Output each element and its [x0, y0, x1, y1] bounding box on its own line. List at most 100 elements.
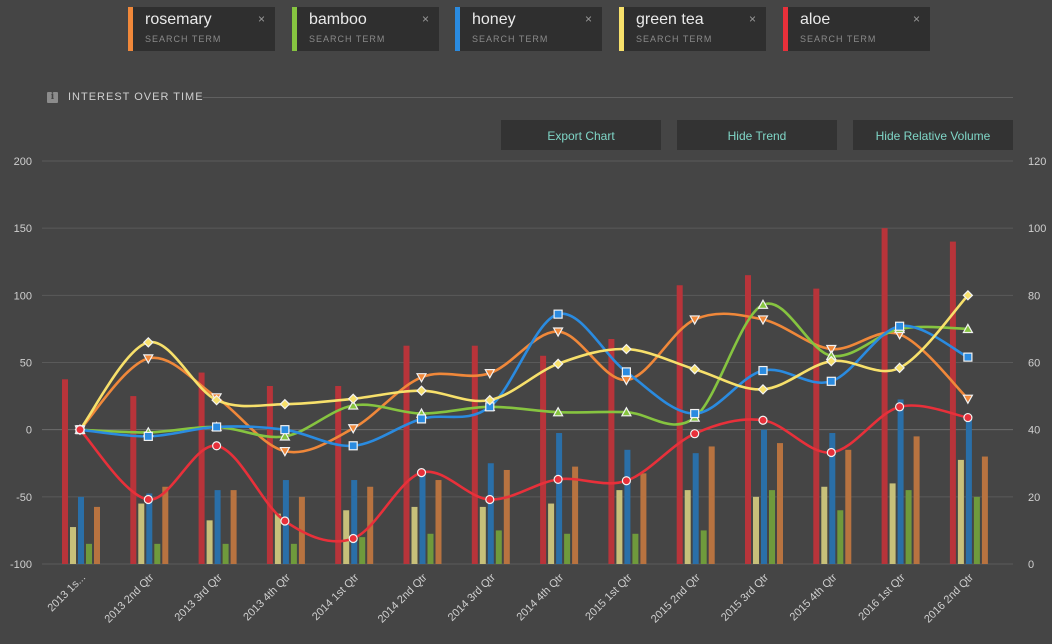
close-icon[interactable]: ×: [912, 12, 920, 26]
trend-point-green-tea: [416, 385, 427, 397]
volume-bar-green-tea: [957, 459, 964, 564]
trend-point-honey: [280, 425, 290, 435]
trend-point-rosemary: [142, 354, 154, 365]
y-right-tick-label: 80: [1028, 290, 1040, 302]
term-subtitle: SEARCH TERM: [309, 34, 386, 44]
trend-point-bamboo: [552, 406, 564, 417]
volume-bar-aloe: [403, 345, 410, 564]
y-right-tick-label: 120: [1028, 156, 1046, 168]
volume-bar-rosemary: [777, 443, 783, 564]
trend-point-honey: [621, 367, 632, 377]
volume-bar-honey: [351, 480, 358, 564]
search-term-honey[interactable]: honey SEARCH TERM ×: [455, 7, 602, 51]
trend-point-honey: [212, 422, 222, 432]
volume-bar-bamboo: [359, 537, 366, 564]
info-icon[interactable]: i: [47, 91, 58, 103]
hide-relative-volume-button[interactable]: Hide Relative Volume: [853, 120, 1013, 150]
trend-point-aloe: [826, 447, 836, 458]
close-icon[interactable]: ×: [748, 12, 756, 26]
search-term-rosemary[interactable]: rosemary SEARCH TERM ×: [128, 7, 275, 51]
volume-bar-aloe: [62, 379, 68, 564]
term-subtitle: SEARCH TERM: [472, 34, 549, 44]
y-left-tick-label: 50: [20, 358, 32, 370]
trend-point-aloe: [894, 402, 905, 412]
trend-point-green-tea: [279, 398, 291, 410]
volume-bar-aloe: [881, 228, 888, 564]
term-name: bamboo: [309, 11, 367, 28]
trend-point-honey: [826, 376, 836, 386]
trend-point-aloe: [758, 415, 768, 425]
close-icon[interactable]: ×: [257, 12, 265, 26]
volume-bar-rosemary: [640, 473, 647, 564]
volume-bar-bamboo: [905, 490, 912, 564]
volume-bar-bamboo: [837, 510, 844, 564]
volume-bar-bamboo: [769, 490, 775, 564]
x-tick-label: 2014 4th Qtr: [514, 571, 566, 623]
x-tick-label: 2013 1s...: [45, 572, 88, 615]
term-name: rosemary: [145, 11, 212, 28]
trend-point-rosemary: [347, 424, 359, 435]
volume-bar-bamboo: [427, 533, 434, 564]
search-term-aloe[interactable]: aloe SEARCH TERM ×: [783, 7, 930, 51]
volume-bar-rosemary: [503, 469, 510, 564]
trend-point-bamboo: [757, 299, 769, 309]
volume-bar-rosemary: [845, 449, 852, 564]
volume-bar-rosemary: [981, 456, 988, 564]
trend-point-aloe: [212, 441, 222, 451]
trend-point-green-tea: [621, 343, 632, 355]
volume-bar-green-tea: [138, 503, 145, 564]
term-name: honey: [472, 11, 516, 28]
trend-point-green-tea: [894, 362, 905, 374]
term-subtitle: SEARCH TERM: [145, 34, 222, 44]
trend-point-aloe: [553, 474, 563, 484]
trend-point-rosemary: [415, 373, 428, 384]
trend-point-rosemary: [484, 369, 496, 379]
volume-bar-honey: [146, 493, 153, 564]
volume-bar-rosemary: [162, 486, 169, 564]
trend-point-honey: [690, 408, 700, 419]
section-divider: [203, 97, 1013, 98]
volume-bar-bamboo: [222, 543, 229, 564]
volume-bar-aloe: [335, 386, 342, 564]
x-tick-label: 2014 1st Qtr: [310, 571, 362, 623]
term-name: aloe: [800, 11, 831, 28]
y-left-tick-label: 200: [14, 156, 32, 168]
trend-point-aloe: [416, 468, 427, 478]
search-term-green-tea[interactable]: green tea SEARCH TERM ×: [619, 7, 766, 51]
trend-point-bamboo: [279, 430, 291, 441]
y-right-tick-label: 0: [1028, 559, 1034, 571]
volume-bar-aloe: [608, 338, 615, 564]
hide-trend-button[interactable]: Hide Trend: [677, 120, 837, 150]
volume-bar-honey: [624, 449, 631, 564]
export-chart-button[interactable]: Export Chart: [501, 120, 661, 150]
x-tick-label: 2014 2nd Qtr: [376, 571, 430, 625]
trend-point-green-tea: [689, 363, 701, 375]
volume-bar-green-tea: [206, 520, 213, 564]
volume-bar-honey: [556, 433, 563, 564]
y-left-tick-label: 0: [26, 425, 32, 437]
volume-bar-honey: [419, 469, 426, 564]
volume-bar-green-tea: [684, 490, 691, 564]
term-name: green tea: [636, 11, 704, 28]
y-left-tick-label: -50: [16, 492, 32, 504]
search-term-bamboo[interactable]: bamboo SEARCH TERM ×: [292, 7, 439, 51]
volume-bar-green-tea: [343, 510, 350, 564]
volume-bar-aloe: [949, 241, 956, 564]
trend-line-bamboo: [79, 302, 968, 439]
trend-point-aloe: [621, 476, 632, 486]
trend-point-rosemary: [757, 315, 769, 326]
close-icon[interactable]: ×: [421, 12, 429, 26]
y-right-tick-label: 20: [1028, 492, 1040, 504]
y-left-tick-label: 150: [14, 223, 32, 235]
close-icon[interactable]: ×: [584, 12, 592, 26]
volume-bar-green-tea: [821, 486, 828, 564]
trend-line-honey: [79, 312, 969, 448]
trend-point-aloe: [690, 429, 700, 439]
volume-bar-green-tea: [274, 513, 281, 564]
volume-bar-green-tea: [616, 490, 623, 564]
volume-bar-aloe: [266, 386, 273, 564]
volume-bar-bamboo: [632, 533, 639, 564]
x-tick-label: 2015 4th Qtr: [788, 571, 840, 623]
volume-bar-green-tea: [753, 496, 759, 564]
volume-bar-green-tea: [889, 483, 896, 564]
